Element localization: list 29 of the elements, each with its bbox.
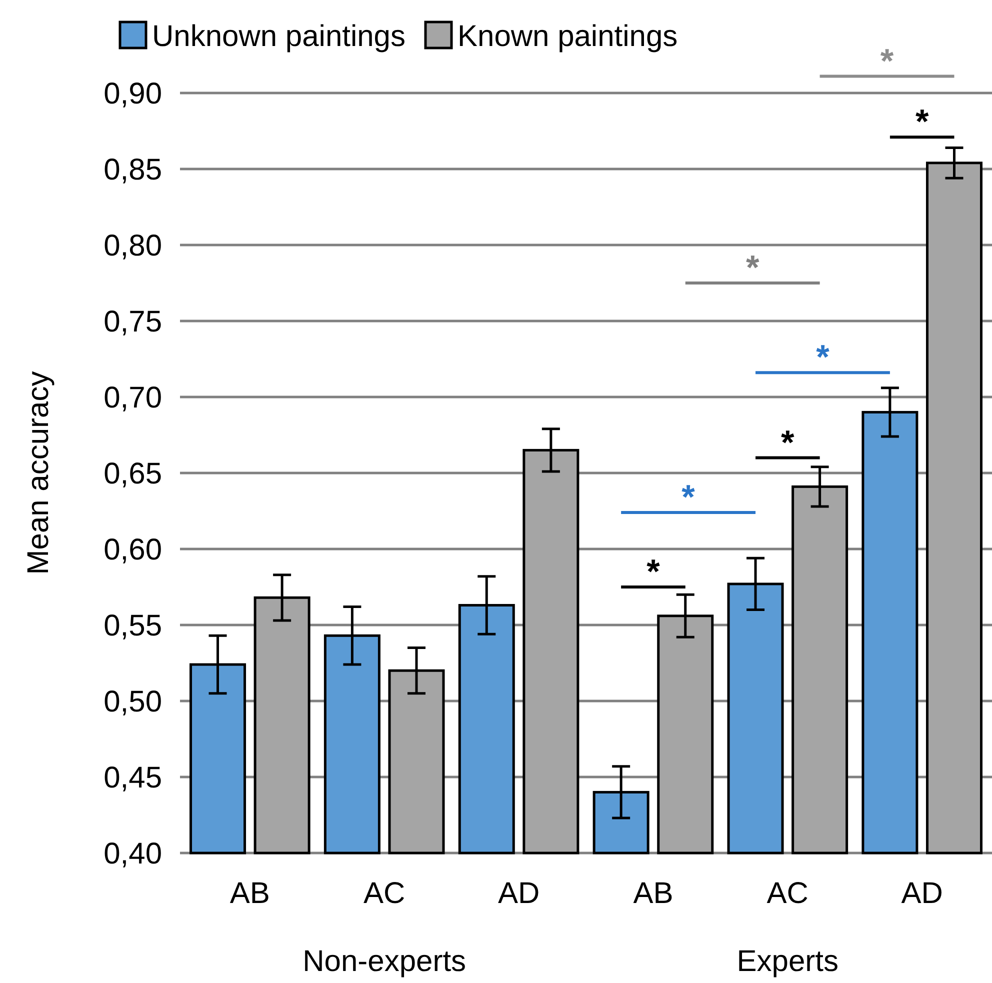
- y-tick-label: 0,50: [104, 686, 162, 718]
- legend-label: Known paintings: [458, 20, 678, 53]
- x-tick-label: AB: [633, 877, 674, 910]
- y-tick-label: 0,90: [104, 78, 162, 110]
- y-tick-label: 0,60: [104, 534, 162, 566]
- x-tick-label: AD: [901, 877, 943, 910]
- y-tick-label: 0,70: [104, 382, 162, 414]
- y-tick-label: 0,85: [104, 154, 162, 186]
- y-tick-label: 0,40: [104, 838, 162, 870]
- annotation: *: [746, 249, 760, 287]
- annotation: *: [646, 553, 661, 591]
- annotation: *: [816, 338, 830, 377]
- y-tick-label: 0,80: [104, 230, 162, 262]
- x-tick-label: AD: [498, 877, 540, 910]
- text: *: [880, 42, 894, 80]
- annotation: *: [781, 424, 796, 462]
- y-tick-label: 0,45: [104, 762, 162, 794]
- annotation: *: [915, 103, 930, 142]
- y-tick-label: 0,55: [104, 610, 162, 642]
- y-axis-title: Mean accuracy: [22, 371, 55, 575]
- text: Non-experts: [302, 945, 466, 978]
- text: Experts: [736, 945, 839, 978]
- x-tick-label: AC: [766, 877, 808, 910]
- y-tick-label: 0,75: [104, 306, 162, 338]
- legend-label: Unknown paintings: [152, 20, 406, 53]
- x-tick-label: AB: [230, 877, 270, 910]
- y-tick-label: 0,65: [104, 458, 162, 490]
- annotation: *: [682, 478, 696, 517]
- x-tick-label: AC: [364, 877, 406, 910]
